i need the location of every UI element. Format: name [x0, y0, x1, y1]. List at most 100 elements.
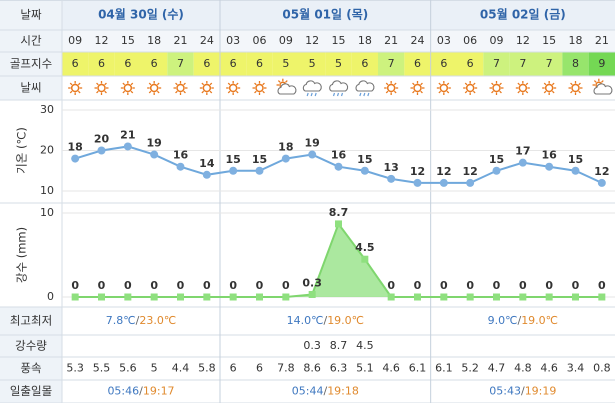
golf-index: 7: [388, 57, 395, 70]
sun-ray: [438, 90, 442, 94]
rain-amount: 0.3: [303, 339, 321, 352]
golf-index: 5: [309, 57, 316, 70]
sun-ray: [130, 82, 134, 86]
wind-speed: 6: [230, 362, 237, 375]
temp-marker: [492, 166, 501, 175]
data-label: 12: [463, 165, 478, 178]
min-temp: 9.0℃: [488, 314, 518, 327]
date-header: 05월 02일 (금): [480, 7, 566, 22]
date-header: 05월 01일 (목): [282, 7, 368, 22]
sun-ray: [235, 90, 239, 94]
data-label: 8.7: [329, 206, 349, 219]
cloud: [277, 83, 297, 95]
golf-cell: [272, 52, 299, 76]
wind-speed: 6.3: [330, 362, 348, 375]
sunrise: 05:44: [292, 385, 324, 398]
separator: /: [517, 314, 521, 327]
golf-cell: [88, 52, 115, 76]
sun-ray: [420, 82, 423, 86]
time: 15: [542, 34, 556, 47]
time: 21: [595, 34, 609, 47]
data-label: 16: [173, 149, 189, 162]
rain-drop: [359, 92, 362, 97]
separator: /: [139, 385, 143, 398]
wind-speed: 4.6: [540, 362, 558, 375]
sun-ray: [412, 90, 415, 94]
golf-index: 6: [124, 57, 131, 70]
sun-ray: [201, 90, 205, 94]
sun-ray: [148, 82, 152, 86]
max-temp: 19.0℃: [327, 314, 364, 327]
row-label: 골프지수: [10, 57, 52, 71]
temp-marker: [176, 162, 185, 171]
sun-ray: [183, 82, 186, 86]
separator: /: [136, 314, 140, 327]
sun-ray: [201, 82, 205, 86]
data-label: 0: [229, 279, 237, 292]
temp-marker: [97, 146, 106, 155]
min-max: 9.0℃/19.0℃: [488, 314, 558, 327]
axis-title: 기온 (℃): [15, 127, 29, 174]
sunset: 19:19: [525, 385, 557, 398]
precip-marker: [493, 293, 500, 301]
golf-index: 6: [98, 57, 105, 70]
sun-ray: [69, 82, 73, 86]
data-label: 15: [357, 153, 372, 166]
data-label: 0: [493, 279, 501, 292]
precip-marker: [361, 255, 369, 263]
header-bg: [0, 0, 615, 30]
sun-ray: [122, 90, 126, 94]
sunrise: 05:43: [489, 385, 521, 398]
data-label: 19: [147, 137, 162, 150]
sun-ray: [156, 90, 160, 94]
sun-ray: [551, 90, 555, 94]
golf-index: 6: [414, 57, 421, 70]
golf-index: 5: [282, 57, 289, 70]
wind-speed: 5.6: [119, 362, 137, 375]
data-label: 0: [282, 279, 290, 292]
time: 24: [411, 34, 425, 47]
wind-speed: 5: [151, 362, 158, 375]
temp-marker: [202, 170, 211, 179]
sun: [176, 83, 185, 93]
sun-ray: [130, 90, 134, 94]
data-label: 0: [71, 279, 79, 292]
sunrise: 05:46: [107, 385, 139, 398]
data-label: 0: [150, 279, 158, 292]
sun-ray: [77, 90, 81, 94]
golf-cell: [325, 52, 352, 76]
row-label: 날짜: [20, 8, 42, 22]
rain-drop: [310, 92, 313, 97]
golf-cell: [457, 52, 484, 76]
temp-marker: [439, 178, 448, 187]
sun: [544, 83, 554, 93]
data-label: 18: [278, 141, 293, 154]
golf-index: 7: [493, 57, 500, 70]
sun-ray: [551, 82, 555, 86]
data-label: 18: [68, 141, 83, 154]
time: 09: [490, 34, 504, 47]
sunrise-sunset: 05:46/19:17: [107, 385, 174, 398]
sun-ray: [156, 82, 160, 86]
time: 18: [147, 34, 161, 47]
precip-marker: [545, 293, 553, 301]
axis-title: 강수 (mm): [15, 227, 29, 283]
sun-ray: [183, 90, 186, 94]
wind-speed: 5.1: [356, 362, 374, 375]
precip-marker: [519, 293, 527, 301]
sun-ray: [472, 90, 476, 94]
data-label: 0: [545, 279, 553, 292]
min-temp: 14.0℃: [287, 314, 324, 327]
sun-ray: [148, 90, 152, 94]
sun-ray: [104, 82, 107, 86]
temp-marker: [597, 178, 606, 187]
sun-ray: [227, 82, 231, 86]
precip-marker: [177, 293, 184, 301]
golf-index: 6: [203, 57, 210, 70]
time: 06: [253, 34, 267, 47]
wind-speed: 7.8: [277, 362, 295, 375]
precip-marker: [308, 290, 316, 298]
sun-ray: [464, 90, 468, 94]
sun: [149, 83, 159, 93]
golf-cell: [141, 52, 168, 76]
